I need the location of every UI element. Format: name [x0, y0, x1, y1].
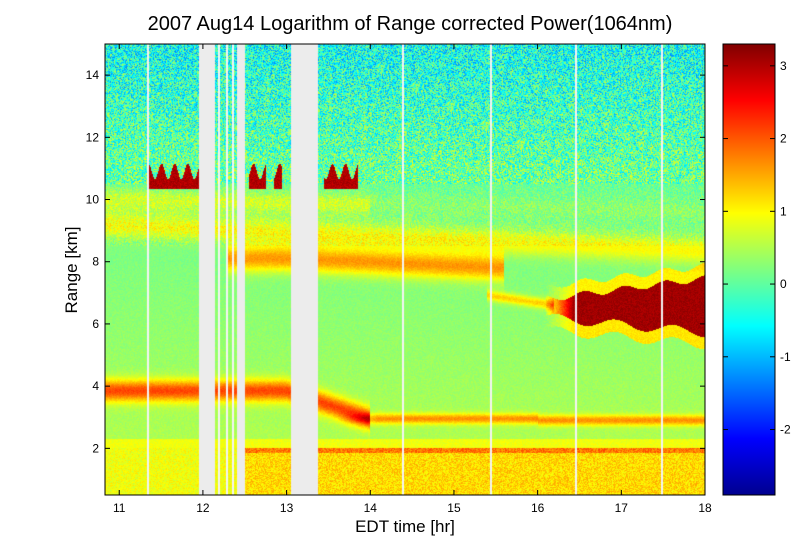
colorbar	[722, 43, 776, 496]
y-tick-label: 4	[92, 379, 99, 393]
x-tick-label: 15	[447, 501, 461, 515]
y-axis-label: Range [km]	[62, 227, 81, 314]
y-tick-label: 8	[92, 255, 99, 269]
colorbar-tick-label: -2	[780, 423, 791, 437]
colorbar-tick-label: -1	[780, 350, 791, 364]
x-tick-label: 12	[196, 501, 210, 515]
colorbar-axis: -2 -1 0 1 2 3	[723, 59, 791, 437]
x-tick-label: 11	[113, 501, 126, 515]
y-tick-label: 12	[86, 130, 100, 144]
chart-title: 2007 Aug14 Logarithm of Range corrected …	[148, 13, 673, 35]
y-axis: 2 4 6 8 10 12 14	[86, 68, 705, 455]
x-tick-label: 18	[698, 501, 712, 515]
colorbar-tick-label: 0	[780, 277, 787, 291]
y-tick-label: 6	[92, 317, 99, 331]
x-tick-label: 16	[531, 501, 545, 515]
x-tick-label: 17	[615, 501, 629, 515]
y-tick-label: 10	[86, 193, 100, 207]
heatmap-image	[105, 44, 705, 495]
y-tick-label: 2	[92, 441, 99, 455]
colorbar-tick-label: 1	[780, 204, 787, 218]
colorbar-tick-label: 2	[780, 132, 787, 146]
colorbar-tick-label: 3	[780, 59, 787, 73]
x-tick-label: 13	[280, 501, 294, 515]
x-tick-label: 14	[364, 501, 378, 515]
x-axis: 11 12 13 14 15 16 17 18	[113, 44, 712, 515]
plot-frame	[104, 43, 706, 496]
x-axis-label: EDT time [hr]	[355, 517, 455, 536]
y-tick-label: 14	[86, 68, 100, 82]
